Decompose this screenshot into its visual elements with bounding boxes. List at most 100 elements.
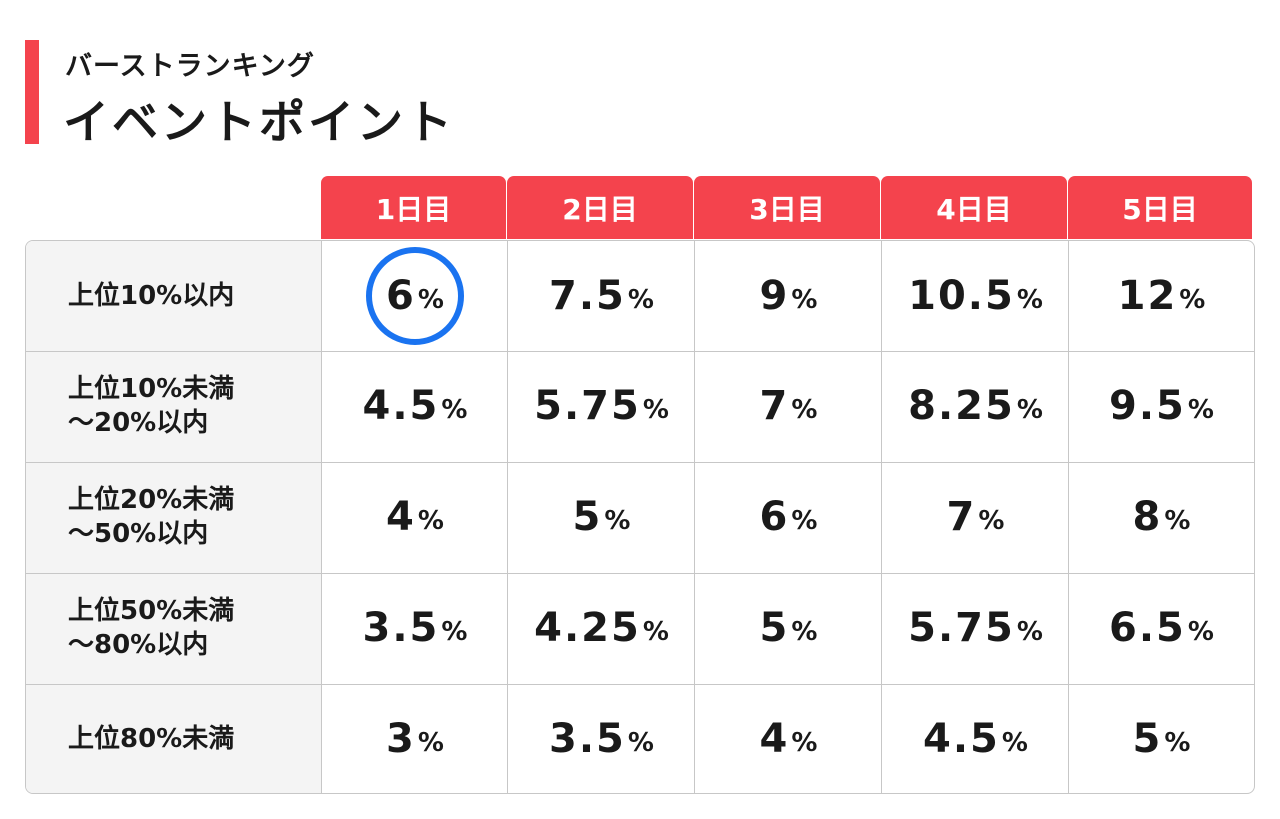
table-cell: 5% (508, 462, 695, 572)
row-label-line: ～20%以内 (68, 408, 209, 438)
percent-sign: % (978, 506, 1005, 536)
table-cell: 4% (695, 684, 882, 793)
percent-sign: % (791, 728, 818, 758)
percent-sign: % (417, 506, 444, 536)
cell-value: 9.5 (1109, 383, 1186, 429)
row-label-line: ～80%以内 (68, 630, 209, 660)
day-header-4: 4日目 (881, 176, 1067, 239)
title-block: バーストランキング イベントポイント (25, 40, 625, 149)
row-divider (26, 351, 1254, 352)
page-subtitle: バーストランキング (65, 51, 315, 82)
percent-sign: % (1164, 728, 1191, 758)
table-cell: 9% (695, 241, 882, 351)
cell-value: 5.75 (534, 383, 641, 429)
row-label-line: 上位10%未満 (68, 374, 235, 404)
table-cell: 5.75% (508, 351, 695, 461)
percent-sign: % (791, 285, 818, 315)
percent-sign: % (441, 617, 468, 647)
cell-value: 7 (759, 383, 790, 429)
column-divider (321, 241, 322, 793)
cell-value: 5 (759, 605, 790, 651)
row-label-column (26, 241, 321, 793)
cell-value: 7.5 (549, 273, 626, 319)
table-cell: 12% (1069, 241, 1254, 351)
percent-sign: % (417, 728, 444, 758)
cell-value: 4.25 (534, 605, 641, 651)
percent-sign: % (627, 728, 654, 758)
table-row: 上位20%未満 ～50%以内 4% 5% 6% 7% 8% (26, 462, 1254, 572)
percent-sign: % (1001, 728, 1028, 758)
table-cell: 7% (882, 462, 1069, 572)
percent-sign: % (604, 506, 631, 536)
percent-sign: % (1187, 395, 1214, 425)
day-header-3: 3日目 (694, 176, 880, 239)
table-row: 上位10%未満 ～20%以内 4.5% 5.75% 7% 8.25% 9.5% (26, 351, 1254, 461)
table-cell: 6% (695, 462, 882, 572)
percent-sign: % (1187, 617, 1214, 647)
percent-sign: % (441, 395, 468, 425)
row-divider (26, 462, 1254, 463)
percent-sign: % (791, 617, 818, 647)
cell-value: 3.5 (549, 716, 626, 762)
cell-value: 4.5 (362, 383, 440, 429)
percent-sign: % (1179, 285, 1206, 315)
cell-value: 6 (759, 494, 790, 540)
title-accent-bar (25, 40, 39, 144)
highlight-circle (366, 247, 464, 345)
cell-value: 5.75 (908, 605, 1015, 651)
table-cell: 4.5% (322, 351, 508, 461)
table-cell: 3% (322, 684, 508, 793)
row-divider (26, 684, 1254, 685)
table-cell: 4% (322, 462, 508, 572)
row-label-line: 上位50%未満 (68, 596, 235, 626)
day-header-5: 5日目 (1068, 176, 1252, 239)
day-header-2: 2日目 (507, 176, 693, 239)
percent-sign: % (1016, 285, 1043, 315)
cell-value: 9 (759, 273, 790, 319)
percent-sign: % (1164, 506, 1191, 536)
row-label: 上位10%未満 ～20%以内 (68, 351, 234, 461)
column-divider (1068, 241, 1069, 793)
table-cell: 3.5% (322, 573, 508, 683)
row-label-line: 上位10%以内 (68, 281, 235, 311)
percent-sign: % (642, 617, 669, 647)
cell-value: 3.5 (362, 605, 440, 651)
percent-sign: % (791, 395, 818, 425)
cell-value: 5 (1132, 716, 1163, 762)
table-cell: 3.5% (508, 684, 695, 793)
cell-value: 4 (759, 716, 790, 762)
table-cell: 7.5% (508, 241, 695, 351)
row-label-line: 上位80%未満 (68, 724, 235, 754)
table-cell: 8.25% (882, 351, 1069, 461)
table-row: 上位80%未満 3% 3.5% 4% 4.5% 5% (26, 684, 1254, 793)
table-row: 上位10%以内 6% 7.5% 9% 10.5% 12% (26, 241, 1254, 351)
cell-value: 4 (386, 494, 416, 540)
cell-value: 8 (1132, 494, 1163, 540)
cell-value: 8.25 (908, 383, 1015, 429)
table-cell: 5.75% (882, 573, 1069, 683)
row-label-line: 上位20%未満 (68, 485, 235, 515)
percent-sign: % (642, 395, 669, 425)
table-cell: 6.5% (1069, 573, 1254, 683)
page-title: イベントポイント (63, 95, 455, 149)
cell-value: 6.5 (1109, 605, 1186, 651)
cell-value: 3 (386, 716, 416, 762)
column-divider (694, 241, 695, 793)
row-label: 上位20%未満 ～50%以内 (68, 462, 234, 572)
table-cell: 5% (1069, 684, 1254, 793)
table-cell: 8% (1069, 462, 1254, 572)
cell-value: 12 (1117, 273, 1178, 319)
row-label-line: ～50%以内 (68, 519, 209, 549)
cell-value: 4.5 (923, 716, 1000, 762)
column-divider (507, 241, 508, 793)
column-divider (881, 241, 882, 793)
row-label: 上位50%未満 ～80%以内 (68, 573, 234, 683)
cell-value: 7 (946, 494, 977, 540)
row-label: 上位80%未満 (68, 684, 235, 793)
row-divider (26, 573, 1254, 574)
table-cell: 10.5% (882, 241, 1069, 351)
cell-value: 5 (572, 494, 603, 540)
percent-sign: % (791, 506, 818, 536)
row-label: 上位10%以内 (68, 241, 234, 351)
cell-value: 10.5 (908, 273, 1015, 319)
